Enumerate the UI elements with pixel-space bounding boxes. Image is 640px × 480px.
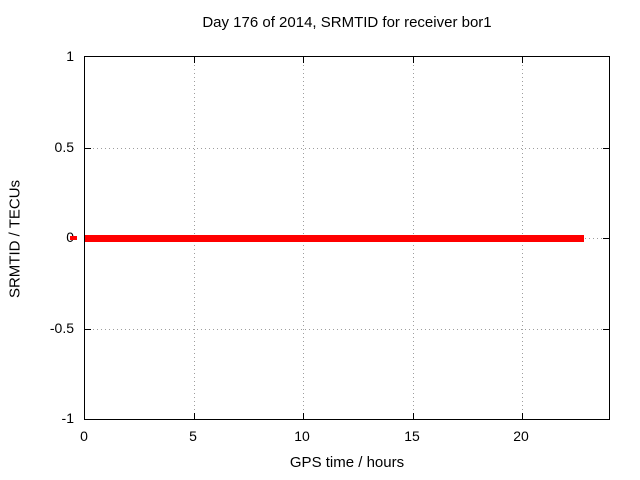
x-tick-label: 15 xyxy=(404,428,420,444)
x-axis-label: GPS time / hours xyxy=(289,454,405,471)
x-tick-mark xyxy=(303,57,304,63)
y-tick-mark xyxy=(85,148,91,149)
x-tick-mark xyxy=(303,413,304,419)
y-gridline xyxy=(85,329,609,330)
y-tick-label: 1 xyxy=(66,48,74,64)
series-line-stub xyxy=(70,236,77,240)
y-tick-label: 0.5 xyxy=(54,139,74,155)
x-tick-mark xyxy=(194,413,195,419)
x-tick-label: 20 xyxy=(513,428,529,444)
x-tick-mark xyxy=(194,57,195,63)
x-tick-label: 10 xyxy=(294,428,310,444)
y-tick-mark xyxy=(603,329,609,330)
plot-area xyxy=(70,56,610,420)
x-tick-mark xyxy=(413,413,414,419)
y-tick-label: -1 xyxy=(61,410,74,426)
y-tick-mark xyxy=(603,148,609,149)
y-tick-mark xyxy=(603,238,609,239)
x-tick-label: 5 xyxy=(189,428,197,444)
series-line xyxy=(85,235,584,242)
y-tick-label: 0 xyxy=(0,229,74,245)
chart-title: Day 176 of 2014, SRMTID for receiver bor… xyxy=(202,14,492,31)
x-tick-mark xyxy=(522,413,523,419)
x-tick-mark xyxy=(522,57,523,63)
x-tick-mark xyxy=(413,57,414,63)
y-gridline xyxy=(85,148,609,149)
y-tick-label: -0.5 xyxy=(49,320,74,336)
x-tick-label: 0 xyxy=(80,428,88,444)
y-tick-mark xyxy=(85,329,91,330)
